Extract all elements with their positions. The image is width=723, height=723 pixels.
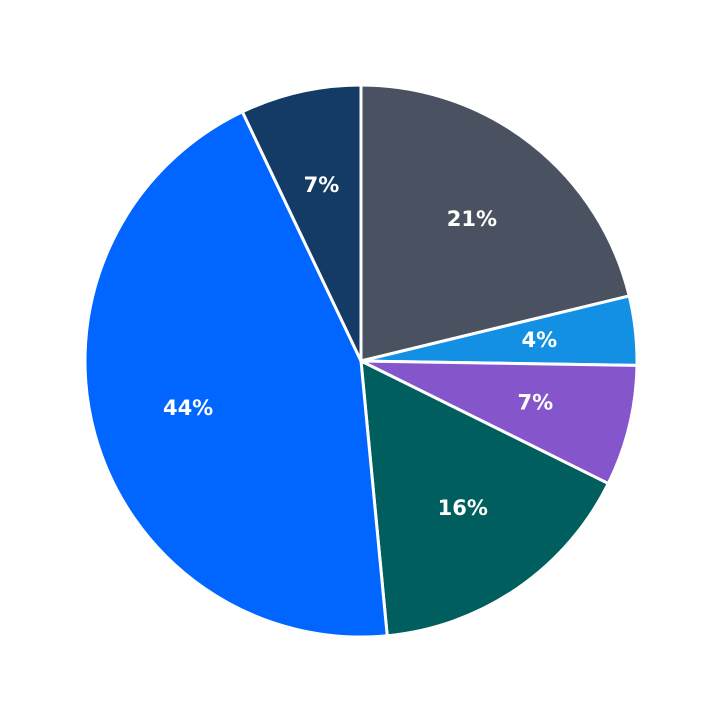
slice-label: 21%: [447, 207, 497, 231]
slice-label: 7%: [304, 173, 340, 197]
pie-slice: [359, 359, 610, 638]
slice-label: 4%: [521, 328, 557, 352]
pie-slice: [240, 83, 363, 363]
slice-label: 44%: [163, 396, 213, 420]
pie-slice: [359, 83, 631, 363]
pie-slice: [359, 359, 639, 486]
slice-label: 7%: [518, 390, 554, 414]
pie-slice: [83, 110, 389, 639]
slice-label: 16%: [438, 496, 488, 520]
